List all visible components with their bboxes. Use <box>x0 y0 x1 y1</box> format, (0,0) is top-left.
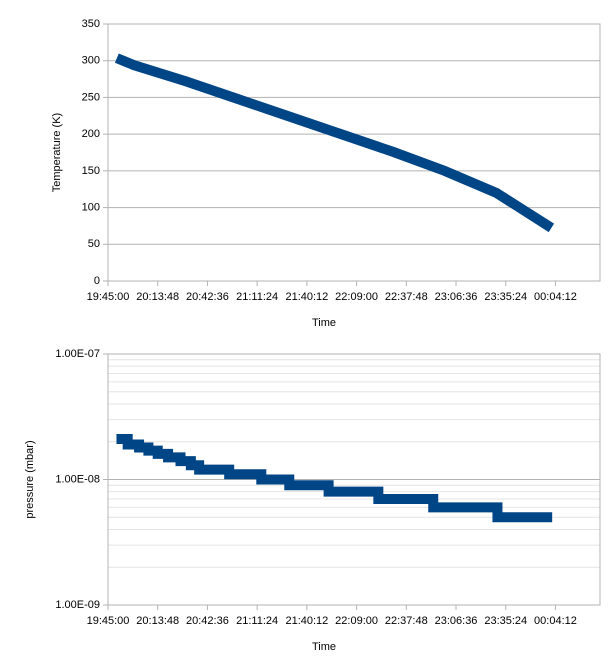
x-tick-label: 23:35:24 <box>484 291 527 303</box>
y-tick-label: 1.00E-07 <box>55 348 100 360</box>
data-line <box>116 434 553 523</box>
x-tick-label: 22:37:48 <box>385 615 428 627</box>
x-tick-label: 20:13:48 <box>136 291 179 303</box>
x-tick-label: 00:04:12 <box>534 291 577 303</box>
x-tick-label: 21:40:12 <box>285 615 328 627</box>
y-tick-label: 250 <box>82 91 100 103</box>
x-tick-label: 23:35:24 <box>484 615 527 627</box>
data-line <box>114 53 555 233</box>
x-tick-label: 20:42:36 <box>186 291 229 303</box>
y-tick-label: 50 <box>88 238 100 250</box>
y-tick-label: 1.00E-09 <box>55 599 100 611</box>
x-tick-label: 23:06:36 <box>435 615 478 627</box>
y-axis-title: pressure (mbar) <box>24 440 36 518</box>
y-tick-label: 300 <box>82 55 100 67</box>
x-tick-label: 22:09:00 <box>335 615 378 627</box>
y-tick-label: 200 <box>82 128 100 140</box>
x-tick-label: 00:04:12 <box>534 615 577 627</box>
x-tick-label: 22:09:00 <box>335 291 378 303</box>
x-axis-title: Time <box>312 641 336 653</box>
x-tick-label: 19:45:00 <box>87 291 130 303</box>
y-tick-label: 0 <box>94 275 100 287</box>
y-tick-label: 1.00E-08 <box>55 473 100 485</box>
x-axis-title: Time <box>312 317 336 329</box>
x-tick-label: 21:11:24 <box>236 291 278 303</box>
x-tick-label: 21:40:12 <box>285 291 328 303</box>
x-tick-label: 19:45:00 <box>87 615 130 627</box>
y-tick-label: 150 <box>82 165 100 177</box>
plot-frame <box>107 353 601 606</box>
y-tick-label: 100 <box>82 201 100 213</box>
x-tick-label: 20:13:48 <box>136 615 179 627</box>
x-tick-label: 21:11:24 <box>236 615 278 627</box>
x-tick-label: 20:42:36 <box>186 615 229 627</box>
x-tick-label: 22:37:48 <box>385 291 428 303</box>
x-tick-label: 23:06:36 <box>435 291 478 303</box>
y-tick-label: 350 <box>82 18 100 30</box>
y-axis-title: Temperature (K) <box>51 113 63 192</box>
plot-frame <box>107 23 601 282</box>
